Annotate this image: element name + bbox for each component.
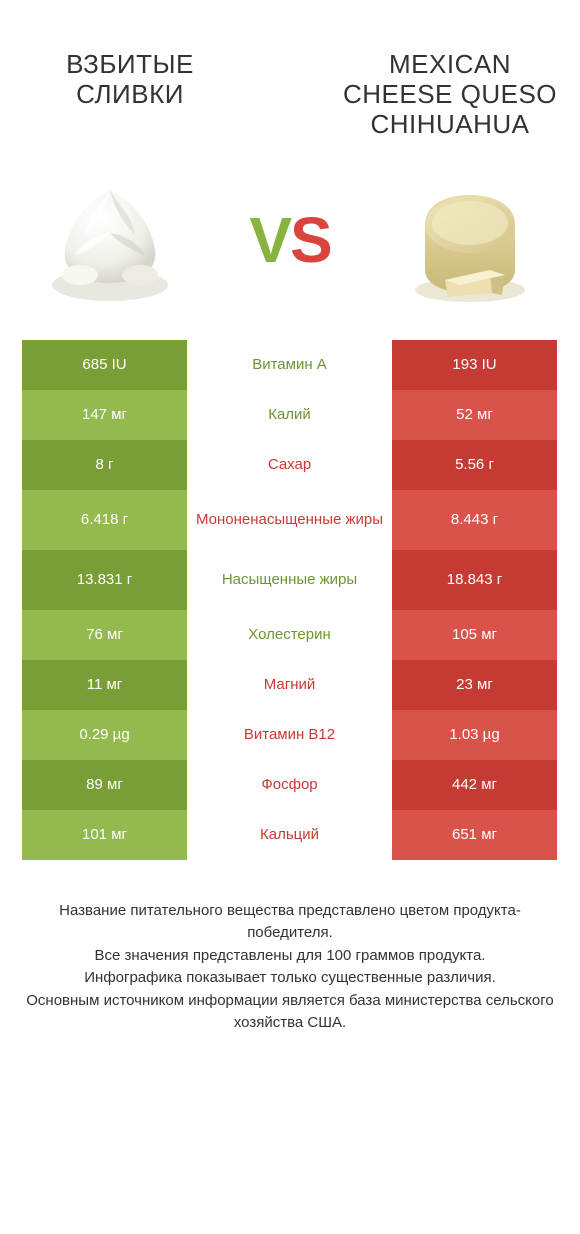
nutrient-label: Холестерин [187, 610, 392, 660]
vs-label: VS [249, 203, 330, 277]
right-value: 52 мг [392, 390, 557, 440]
left-value: 13.831 г [22, 550, 187, 610]
footer-line-4: Основным источником информации является … [24, 990, 556, 1035]
left-value: 101 мг [22, 810, 187, 860]
infographic-container: ВЗБИТЫЕ СЛИВКИ MEXICAN CHEESE QUESO CHIH… [0, 0, 580, 1234]
table-row: 147 мгКалий52 мг [22, 390, 558, 440]
table-row: 6.418 гМононенасыщенные жиры8.443 г [22, 490, 558, 550]
table-row: 8 гСахар5.56 г [22, 440, 558, 490]
right-value: 442 мг [392, 760, 557, 810]
nutrient-label: Витамин A [187, 340, 392, 390]
cheese-image [390, 165, 550, 315]
left-value: 76 мг [22, 610, 187, 660]
left-value: 6.418 г [22, 490, 187, 550]
images-row: VS [0, 150, 580, 340]
nutrient-label: Калий [187, 390, 392, 440]
vs-v: V [249, 204, 290, 276]
nutrient-label: Сахар [187, 440, 392, 490]
table-row: 685 IUВитамин A193 IU [22, 340, 558, 390]
right-value: 105 мг [392, 610, 557, 660]
table-row: 76 мгХолестерин105 мг [22, 610, 558, 660]
left-value: 685 IU [22, 340, 187, 390]
nutrient-label: Мононенасыщенные жиры [187, 490, 392, 550]
footer-notes: Название питательного вещества представл… [0, 860, 580, 1035]
right-value: 651 мг [392, 810, 557, 860]
right-value: 193 IU [392, 340, 557, 390]
table-row: 101 мгКальций651 мг [22, 810, 558, 860]
footer-line-3: Инфографика показывает только существенн… [24, 967, 556, 990]
header: ВЗБИТЫЕ СЛИВКИ MEXICAN CHEESE QUESO CHIH… [0, 0, 580, 150]
left-value: 11 мг [22, 660, 187, 710]
right-value: 5.56 г [392, 440, 557, 490]
nutrient-label: Фосфор [187, 760, 392, 810]
left-value: 89 мг [22, 760, 187, 810]
nutrient-label: Кальций [187, 810, 392, 860]
right-value: 18.843 г [392, 550, 557, 610]
vs-s: S [290, 204, 331, 276]
table-row: 13.831 гНасыщенные жиры18.843 г [22, 550, 558, 610]
left-value: 8 г [22, 440, 187, 490]
left-value: 147 мг [22, 390, 187, 440]
footer-line-2: Все значения представлены для 100 граммо… [24, 945, 556, 968]
footer-line-1: Название питательного вещества представл… [24, 900, 556, 945]
table-row: 0.29 µgВитамин B121.03 µg [22, 710, 558, 760]
right-value: 8.443 г [392, 490, 557, 550]
right-value: 1.03 µg [392, 710, 557, 760]
nutrient-label: Насыщенные жиры [187, 550, 392, 610]
product-right-title: MEXICAN CHEESE QUESO CHIHUAHUA [340, 50, 560, 140]
table-row: 11 мгМагний23 мг [22, 660, 558, 710]
right-value: 23 мг [392, 660, 557, 710]
nutrient-label: Витамин B12 [187, 710, 392, 760]
nutrient-label: Магний [187, 660, 392, 710]
left-value: 0.29 µg [22, 710, 187, 760]
table-row: 89 мгФосфор442 мг [22, 760, 558, 810]
whipped-cream-image [30, 165, 190, 315]
product-left-title: ВЗБИТЫЕ СЛИВКИ [20, 50, 240, 110]
comparison-table: 685 IUВитамин A193 IU147 мгКалий52 мг8 г… [0, 340, 580, 860]
